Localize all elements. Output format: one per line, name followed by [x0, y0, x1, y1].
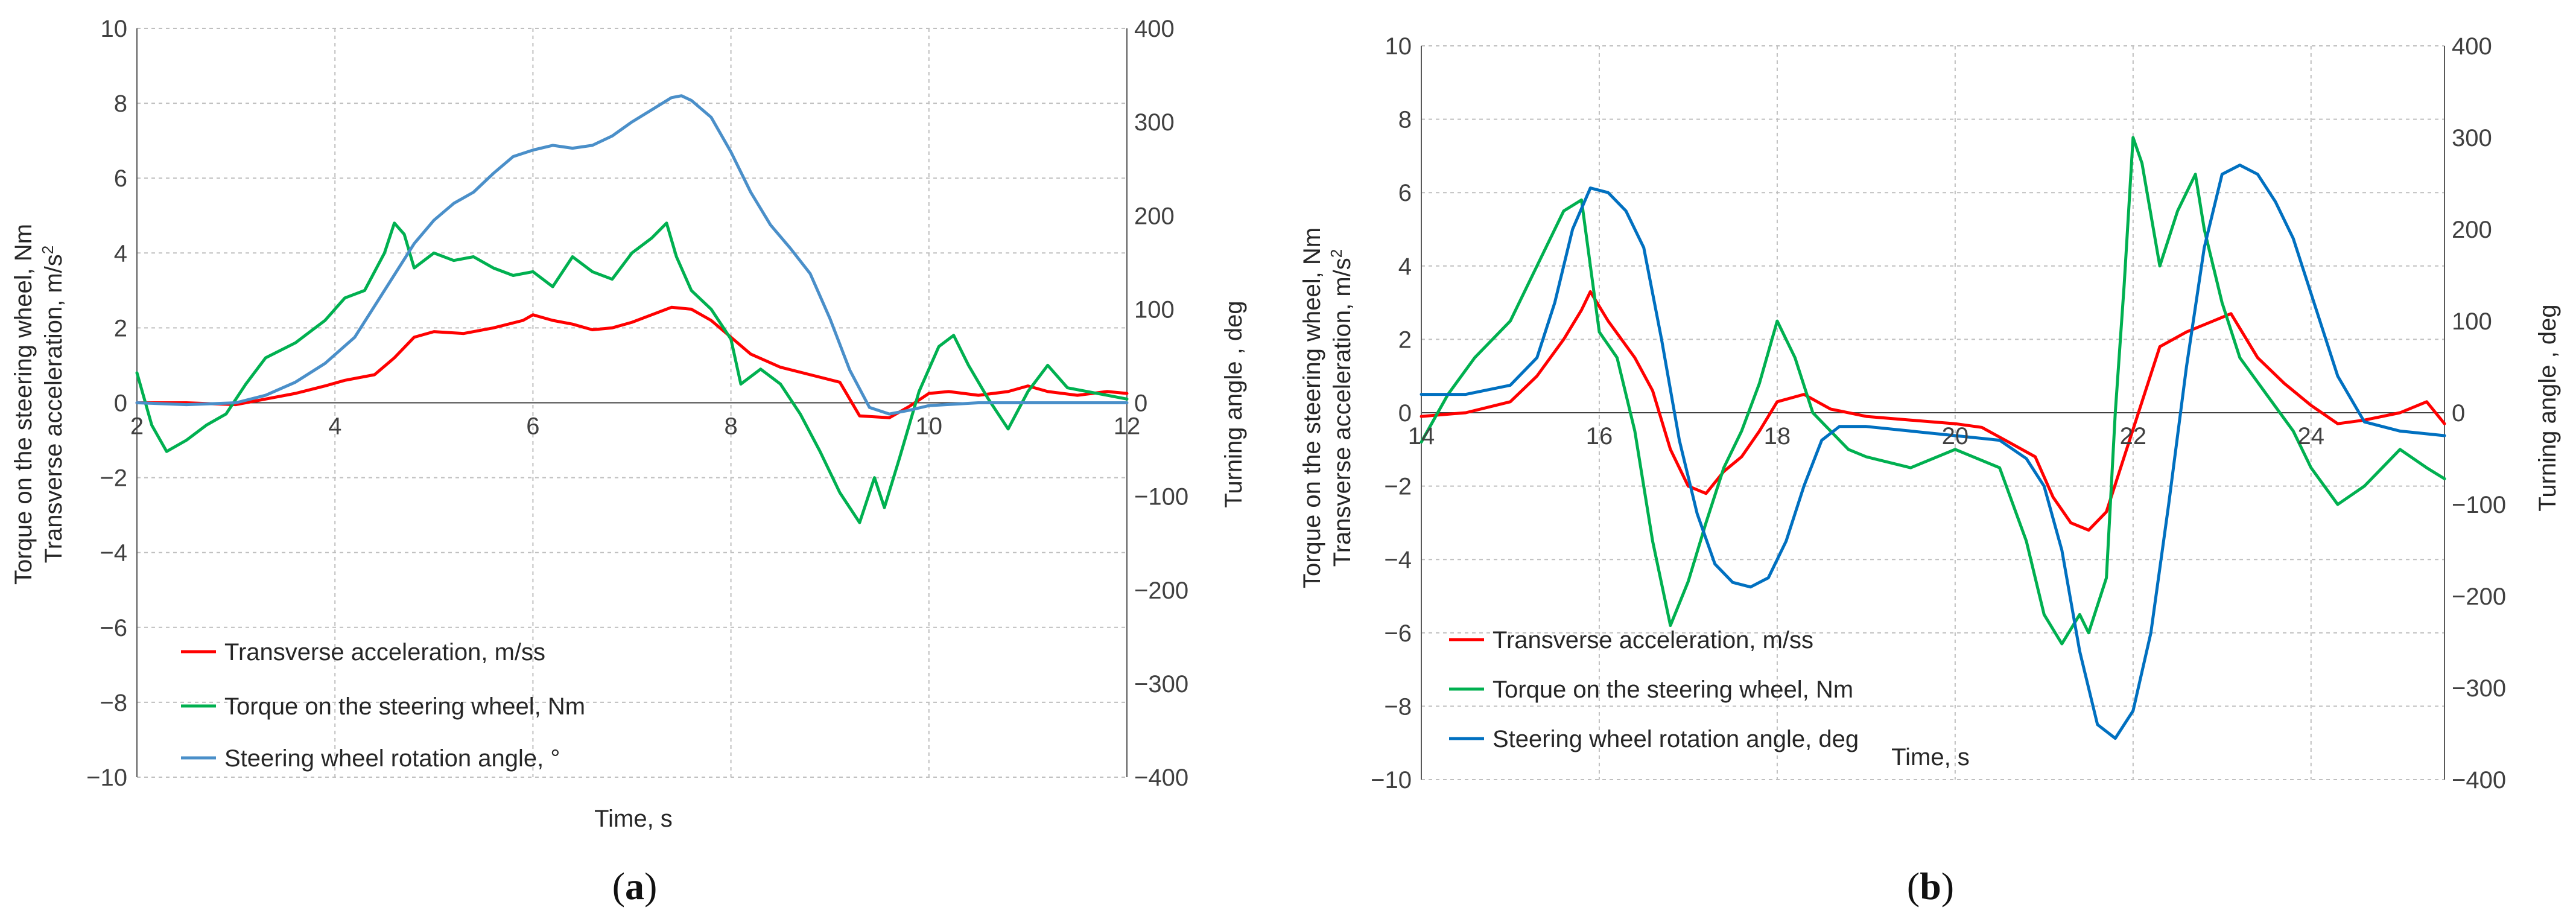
y-tick-left-b-6: 2 [1398, 326, 1412, 353]
y-tick-left-a-4: −2 [100, 465, 127, 492]
y-tick-right-b-6: 200 [2452, 217, 2492, 243]
legend-label-a-0: Transverse acceleration, m/ss [224, 639, 545, 666]
y-tick-right-b-3: −100 [2452, 492, 2506, 518]
x-tick-a-0: 2 [130, 413, 144, 440]
legend-label-a-1: Torque on the steering wheel, Nm [224, 693, 585, 720]
y-tick-left-b-4: −2 [1384, 474, 1412, 500]
series-line-a-0 [135, 305, 1129, 419]
panel-label-b: (b) [1907, 865, 1954, 908]
y-tick-right-a-2: −200 [1134, 577, 1188, 604]
y-tick-right-b-7: 300 [2452, 125, 2492, 151]
y-tick-left-a-10: 10 [101, 16, 128, 42]
legend-a: Transverse acceleration, m/ss Torque on … [181, 639, 585, 772]
panel-label-b-open: ( [1907, 865, 1920, 908]
y-tick-right-a-6: 200 [1134, 203, 1175, 229]
y-tick-right-b-2: −200 [2452, 583, 2506, 610]
y-tick-left-b-3: −4 [1384, 547, 1412, 573]
y-tick-left-b-10: 10 [1385, 33, 1412, 60]
x-tick-b-3: 20 [1942, 423, 1969, 450]
x-tick-a-5: 12 [1114, 413, 1141, 440]
series-line-a-2 [135, 94, 1129, 416]
y-tick-right-b-0: −400 [2452, 767, 2506, 793]
panel-label-a-open: ( [612, 865, 625, 908]
y-tick-left-a-9: 8 [114, 91, 127, 117]
y-tick-left-b-2: −6 [1384, 620, 1412, 647]
y-axis-title-left-a-line2: Transverse acceleration, m/s2 [39, 246, 67, 564]
x-tick-a-4: 10 [916, 413, 943, 440]
y-tick-right-a-4: 0 [1134, 390, 1147, 417]
y-tick-right-b-5: 100 [2452, 308, 2492, 335]
y-axis-title-right-b: Turning angle , deg [2534, 304, 2561, 511]
legend-label-b-0: Transverse acceleration, m/ss [1493, 627, 1813, 653]
panel-label-b-letter: b [1920, 865, 1941, 908]
y-tick-right-a-7: 300 [1134, 109, 1175, 136]
y-axis-title-left-b-text: Transverse acceleration, m/s [1329, 258, 1356, 567]
series-line-b-1 [1420, 136, 2446, 646]
y-tick-right-b-4: 0 [2452, 400, 2465, 427]
y-ticks-left-a: −10 −8 −6 −4 −2 0 2 4 6 8 10 [86, 16, 127, 791]
y-tick-left-a-2: −6 [100, 615, 127, 641]
series-line-b-0 [1420, 290, 2446, 532]
x-ticks-a: 2 4 6 8 10 12 [130, 413, 1140, 440]
y-axis-title-left-b-line2: Transverse acceleration, m/s2 [1327, 249, 1356, 567]
y-axis-title-left-a-text: Transverse acceleration, m/s [40, 254, 67, 563]
y-tick-left-a-7: 4 [114, 240, 127, 267]
y-tick-left-b-9: 8 [1398, 107, 1412, 133]
y-tick-right-b-8: 400 [2452, 33, 2492, 60]
y-tick-right-a-3: −100 [1134, 484, 1188, 510]
y-tick-left-b-5: 0 [1398, 400, 1412, 427]
x-tick-a-3: 8 [724, 413, 737, 440]
y-tick-right-a-1: −300 [1134, 671, 1188, 698]
panel-label-b-close: ) [1941, 865, 1954, 908]
y-axis-title-left-a-line1: Torque on the steering wheel, Nm [10, 224, 37, 585]
x-axis-title-b: Time, s [1891, 744, 1970, 771]
y-ticks-right-b: −400 −300 −200 −100 0 100 200 300 400 [2452, 33, 2506, 793]
series-line-a-1 [135, 221, 1129, 524]
legend-label-a-2: Steering wheel rotation angle, ° [224, 745, 560, 772]
y-tick-left-b-0: −10 [1371, 767, 1412, 793]
legend-label-b-2: Steering wheel rotation angle, deg [1493, 726, 1859, 752]
x-axis-title-a: Time, s [594, 806, 673, 832]
y-axis-title-left-b-sup: 2 [1327, 249, 1345, 258]
y-tick-right-b-1: −300 [2452, 675, 2506, 702]
x-tick-b-4: 22 [2120, 423, 2147, 450]
y-tick-left-a-3: −4 [100, 540, 127, 567]
x-tick-b-0: 14 [1408, 423, 1435, 450]
x-tick-b-1: 16 [1586, 423, 1613, 450]
y-tick-left-a-8: 6 [114, 165, 127, 192]
series-lines-b [1420, 136, 2446, 740]
y-axis-title-left-b-line1: Torque on the steering wheel, Nm [1299, 227, 1325, 588]
panel-label-a: (a) [612, 865, 658, 908]
y-tick-left-b-7: 4 [1398, 253, 1412, 280]
x-tick-a-1: 4 [328, 413, 341, 440]
y-tick-left-b-8: 6 [1398, 180, 1412, 206]
series-lines-a [135, 94, 1129, 524]
x-tick-a-2: 6 [526, 413, 539, 440]
y-axis-title-right-a: Turning angle , deg [1220, 300, 1247, 507]
series-line-b-2 [1420, 164, 2446, 740]
y-tick-right-a-5: 100 [1134, 296, 1175, 323]
y-tick-left-a-5: 0 [114, 390, 127, 417]
y-tick-left-b-1: −8 [1384, 693, 1412, 720]
x-tick-b-5: 24 [2298, 423, 2325, 450]
legend-b: Transverse acceleration, m/ss Torque on … [1449, 627, 1859, 752]
y-axis-title-left-a-sup: 2 [39, 246, 57, 254]
y-tick-left-a-0: −10 [86, 765, 127, 791]
x-tick-b-2: 18 [1764, 423, 1791, 450]
y-tick-left-a-1: −8 [100, 690, 127, 716]
x-ticks-b: 14 16 18 20 22 24 [1408, 423, 2324, 450]
y-tick-right-a-8: 400 [1134, 16, 1175, 42]
y-tick-right-a-0: −400 [1134, 765, 1188, 791]
legend-label-b-1: Torque on the steering wheel, Nm [1493, 676, 1853, 703]
y-ticks-right-a: −400 −300 −200 −100 0 100 200 300 400 [1134, 16, 1188, 791]
y-ticks-left-b: −10 −8 −6 −4 −2 0 2 4 6 8 10 [1371, 33, 1412, 793]
y-tick-left-a-6: 2 [114, 315, 127, 342]
panel-label-a-close: ) [644, 865, 657, 908]
panel-label-a-letter: a [625, 865, 644, 908]
